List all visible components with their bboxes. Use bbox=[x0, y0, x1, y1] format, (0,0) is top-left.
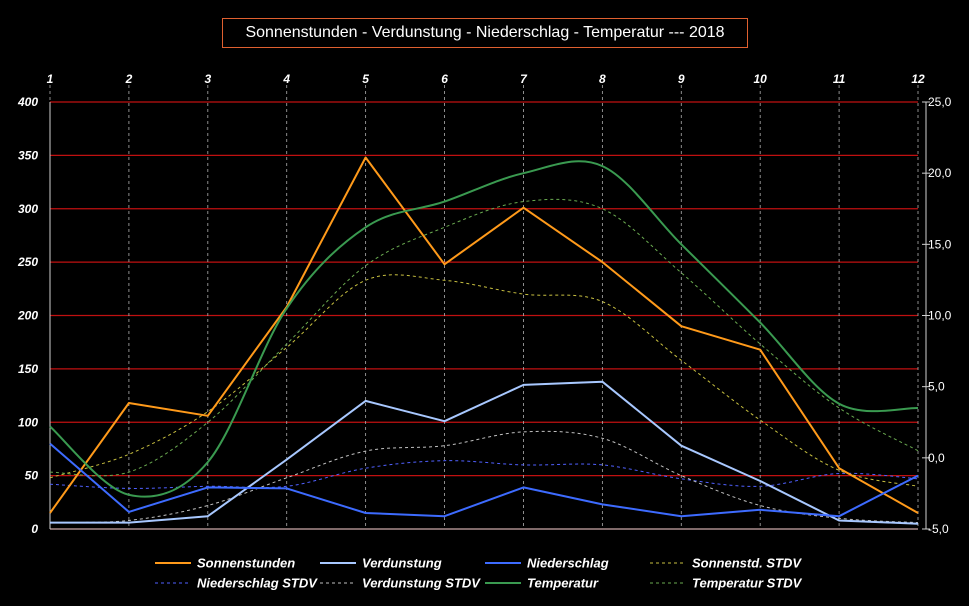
chart-title-text: Sonnenstunden - Verdunstung - Niederschl… bbox=[245, 24, 725, 41]
series-temperatur bbox=[49, 160, 919, 498]
y-tick-label: 400 bbox=[17, 95, 38, 109]
legend-label-temperatur-stdv: Temperatur STDV bbox=[692, 576, 803, 591]
series-verdunstung-stdv bbox=[49, 430, 919, 524]
x-tick-label: 7 bbox=[520, 72, 528, 86]
y2-tick-label: 25,0 bbox=[928, 95, 952, 109]
x-tick-label: 1 bbox=[47, 72, 54, 86]
y2-tick-label: 5,0 bbox=[928, 380, 945, 394]
series-temperatur-stdv bbox=[49, 198, 919, 477]
series-verdunstung bbox=[50, 380, 919, 525]
series-sonnenstd-stdv bbox=[49, 274, 919, 487]
y-tick-label: 50 bbox=[25, 469, 39, 483]
y-tick-label: 300 bbox=[18, 202, 38, 216]
legend: Sonnenstunden Verdunstung Niederschlag Sonn… bbox=[155, 556, 803, 591]
y-tick-label: 100 bbox=[18, 415, 38, 429]
x-tick-label: 8 bbox=[599, 72, 606, 86]
x-tick-label: 5 bbox=[362, 72, 369, 86]
y2-tick-label: 15,0 bbox=[928, 237, 952, 251]
legend-label-temperatur: Temperatur bbox=[527, 576, 599, 591]
legend-label-niederschlag: Niederschlag bbox=[527, 556, 609, 571]
legend-label-niederschlag-stdv: Niederschlag STDV bbox=[197, 576, 318, 591]
y-tick-label: 350 bbox=[18, 148, 38, 162]
legend-label-sonnenstunden: Sonnenstunden bbox=[197, 556, 295, 571]
y2-tick-label: -5,0 bbox=[928, 522, 949, 536]
legend-label-sonnenstd-stdv: Sonnenstd. STDV bbox=[692, 556, 802, 571]
series-niederschlag-stdv bbox=[49, 460, 919, 489]
y2-tick-label: 20,0 bbox=[928, 166, 952, 180]
x-tick-label: 2 bbox=[125, 72, 133, 86]
x-tick-label: 11 bbox=[833, 72, 846, 86]
x-tick-label: 6 bbox=[441, 72, 448, 86]
tick-labels: 1 2 3 4 5 6 7 8 9 10 11 12050100150200250300350400-… bbox=[17, 72, 952, 536]
y2-tick-label: 0,0 bbox=[928, 451, 945, 465]
x-tick-label: 12 bbox=[911, 72, 925, 86]
y-tick-label: 200 bbox=[17, 309, 38, 323]
y-tick-label: 150 bbox=[18, 362, 38, 376]
axes bbox=[49, 101, 930, 530]
x-tick-label: 9 bbox=[678, 72, 685, 86]
chart-title: Sonnenstunden - Verdunstung - Niederschl… bbox=[222, 18, 748, 48]
y-tick-label: 0 bbox=[31, 522, 38, 536]
series-lines bbox=[49, 156, 919, 525]
legend-label-verdunstung: Verdunstung bbox=[362, 556, 442, 571]
legend-label-verdunstung-stdv: Verdunstung STDV bbox=[362, 576, 481, 591]
series-sonnenstunden bbox=[49, 156, 919, 514]
x-tick-label: 3 bbox=[204, 72, 211, 86]
series-niederschlag bbox=[49, 442, 919, 518]
x-tick-label: 4 bbox=[282, 72, 290, 86]
y2-tick-label: 10,0 bbox=[928, 309, 952, 323]
x-tick-label: 10 bbox=[754, 72, 768, 86]
y-tick-label: 250 bbox=[17, 255, 38, 269]
